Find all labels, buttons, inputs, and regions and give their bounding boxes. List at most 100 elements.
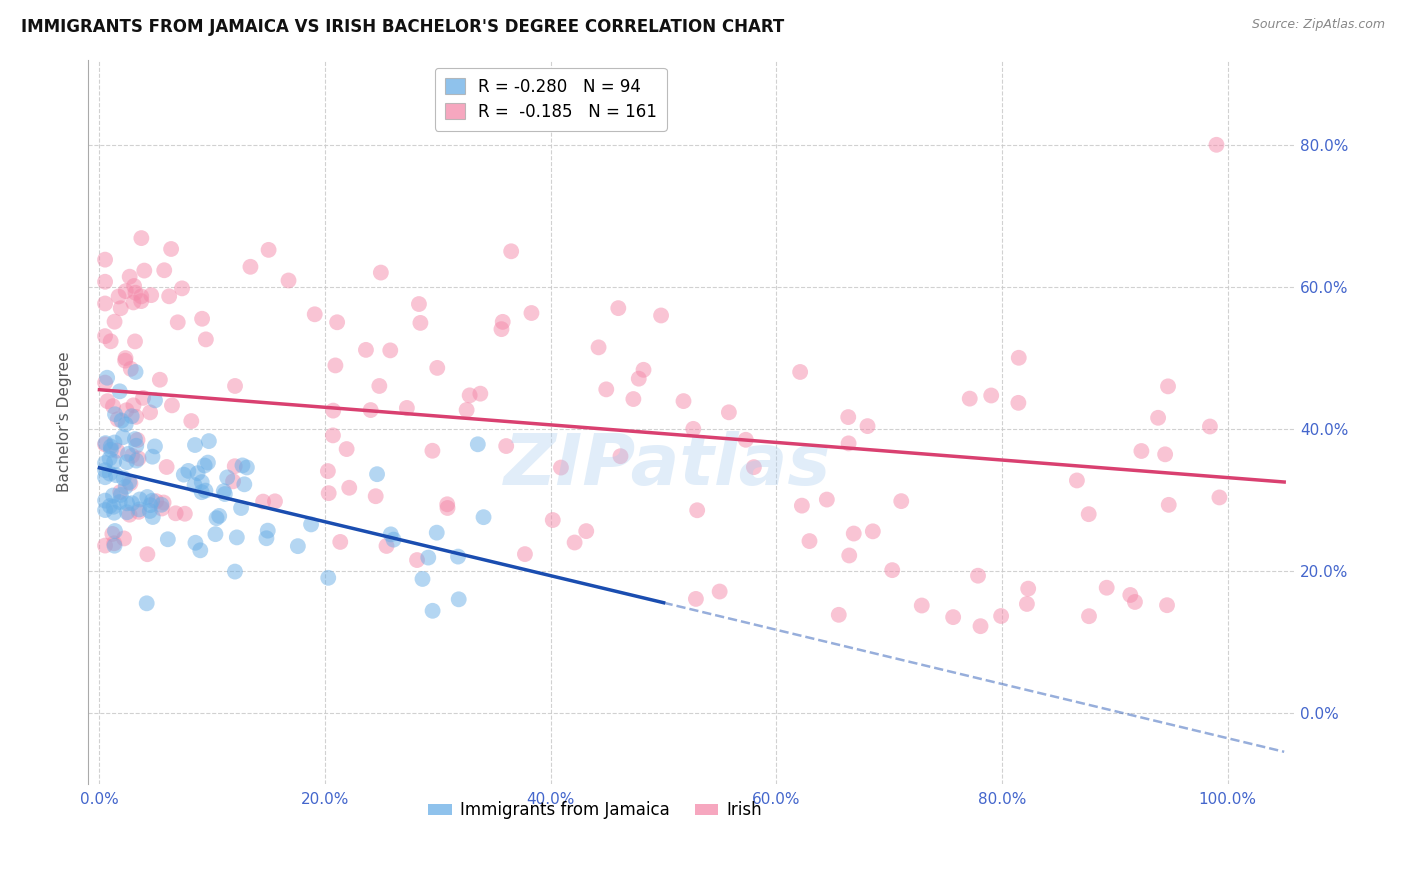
Point xyxy=(790,499,813,513)
Point xyxy=(1199,419,1222,434)
Point xyxy=(239,260,262,274)
Point xyxy=(96,370,118,384)
Point xyxy=(685,591,707,606)
Point xyxy=(114,480,136,494)
Point xyxy=(94,456,117,470)
Point xyxy=(118,508,141,522)
Point xyxy=(96,394,118,409)
Point xyxy=(121,449,143,463)
Point xyxy=(224,379,246,393)
Point xyxy=(160,398,183,412)
Point xyxy=(101,399,124,413)
Point xyxy=(436,500,458,515)
Point xyxy=(492,315,515,329)
Point xyxy=(104,468,127,483)
Point xyxy=(256,524,278,538)
Point xyxy=(456,403,478,417)
Point xyxy=(132,391,155,405)
Point xyxy=(127,433,149,447)
Point xyxy=(131,231,153,245)
Point xyxy=(1156,598,1178,612)
Point xyxy=(107,289,129,303)
Point xyxy=(145,494,167,508)
Point xyxy=(969,619,991,633)
Point xyxy=(837,410,859,425)
Point xyxy=(94,376,117,390)
Point xyxy=(188,543,211,558)
Point xyxy=(124,365,146,379)
Point xyxy=(1154,447,1177,461)
Point xyxy=(942,610,965,624)
Point xyxy=(495,439,517,453)
Point xyxy=(128,502,150,516)
Point xyxy=(115,505,138,519)
Text: IMMIGRANTS FROM JAMAICA VS IRISH BACHELOR'S DEGREE CORRELATION CHART: IMMIGRANTS FROM JAMAICA VS IRISH BACHELO… xyxy=(21,18,785,36)
Point xyxy=(409,316,432,330)
Point xyxy=(98,451,121,466)
Point xyxy=(141,493,163,508)
Point xyxy=(103,455,125,469)
Point xyxy=(799,534,821,549)
Point xyxy=(406,553,429,567)
Point xyxy=(107,412,129,426)
Point xyxy=(184,535,207,549)
Point xyxy=(124,285,146,300)
Point xyxy=(287,539,309,553)
Point xyxy=(194,458,217,473)
Point xyxy=(177,464,200,478)
Point xyxy=(197,456,219,470)
Point xyxy=(94,296,117,310)
Point xyxy=(264,494,287,508)
Point xyxy=(564,535,586,549)
Point xyxy=(128,505,150,519)
Point xyxy=(114,353,136,368)
Point xyxy=(122,295,145,310)
Point xyxy=(110,488,132,502)
Point xyxy=(108,495,131,509)
Point xyxy=(828,607,851,622)
Point xyxy=(607,301,630,315)
Point xyxy=(838,549,860,563)
Point xyxy=(125,409,148,424)
Point xyxy=(609,449,631,463)
Point xyxy=(458,388,481,402)
Point xyxy=(426,525,449,540)
Point xyxy=(408,297,430,311)
Point xyxy=(1015,597,1038,611)
Point xyxy=(94,252,117,267)
Point xyxy=(110,301,132,316)
Point xyxy=(233,477,256,491)
Point xyxy=(212,484,235,499)
Point xyxy=(139,405,162,419)
Point xyxy=(911,599,934,613)
Point xyxy=(627,372,650,386)
Point xyxy=(191,311,214,326)
Point xyxy=(165,506,187,520)
Point xyxy=(588,340,610,354)
Point xyxy=(142,510,165,524)
Point xyxy=(1157,379,1180,393)
Point xyxy=(208,508,231,523)
Point xyxy=(709,584,731,599)
Point xyxy=(436,497,458,511)
Point xyxy=(173,467,195,482)
Point xyxy=(115,455,138,469)
Text: Source: ZipAtlas.com: Source: ZipAtlas.com xyxy=(1251,18,1385,31)
Point xyxy=(734,433,756,447)
Point xyxy=(124,432,146,446)
Point xyxy=(94,493,117,508)
Point xyxy=(135,596,157,610)
Point xyxy=(364,489,387,503)
Point xyxy=(214,487,236,501)
Point xyxy=(156,533,179,547)
Point xyxy=(125,439,148,453)
Point xyxy=(882,563,904,577)
Point xyxy=(150,501,173,516)
Point xyxy=(124,334,146,349)
Point xyxy=(236,460,259,475)
Point xyxy=(134,263,156,277)
Point xyxy=(672,394,695,409)
Point xyxy=(633,363,655,377)
Point xyxy=(318,486,340,500)
Point xyxy=(322,403,344,417)
